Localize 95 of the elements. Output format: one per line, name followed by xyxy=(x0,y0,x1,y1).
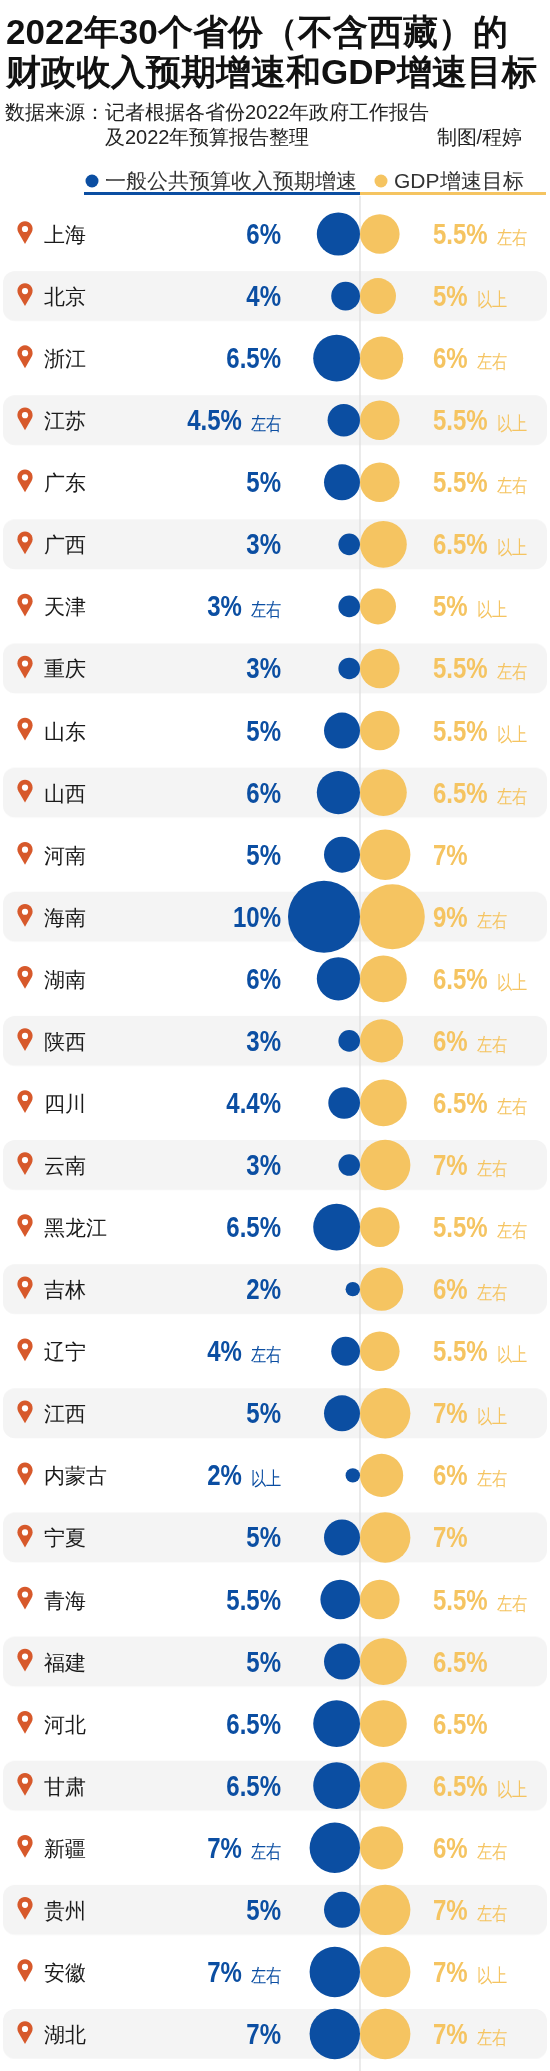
text: 7% xyxy=(433,837,468,872)
category-label: 浙江 xyxy=(44,347,86,371)
category-label: 新疆 xyxy=(44,1836,86,1860)
text: 6% xyxy=(246,775,281,810)
text: 7% 左右 xyxy=(207,1830,281,1865)
category-label: 海南 xyxy=(44,905,86,929)
text: 7% xyxy=(246,2016,281,2051)
title: 2022年30个省份（不含西藏）的财政收入预期增速和GDP增速目标 xyxy=(6,12,537,91)
category-label: 山西 xyxy=(44,781,86,805)
category-label: 四川 xyxy=(44,1091,86,1115)
text: 10% xyxy=(232,899,281,934)
category-label: 江西 xyxy=(44,1402,86,1426)
text: 5% xyxy=(246,1892,281,1927)
text: 6.5% 以上 xyxy=(433,961,527,996)
text: 5% xyxy=(246,712,281,748)
text: 5.5% 以上 xyxy=(433,712,527,748)
category-label: 吉林 xyxy=(44,1278,86,1302)
text: 7% 左右 xyxy=(433,1892,507,1927)
text: 6% 左右 xyxy=(433,1271,507,1306)
text: 6% 左右 xyxy=(433,1830,507,1865)
category-label: 湖南 xyxy=(44,967,86,991)
text: 5% xyxy=(246,1643,281,1679)
category-label: 湖北 xyxy=(44,2023,86,2046)
text: 5% 以上 xyxy=(433,588,507,624)
text: 9% 左右 xyxy=(433,899,507,934)
category-label: 宁夏 xyxy=(44,1526,86,1550)
text: 6% 左右 xyxy=(433,340,507,375)
category-label: 黑龙江 xyxy=(44,1216,107,1240)
category-label: 天津 xyxy=(44,595,86,619)
text: 4% xyxy=(246,278,281,313)
text: 7% 左右 xyxy=(433,1147,507,1182)
category-label: 江苏 xyxy=(44,409,86,433)
text: 7% xyxy=(433,1519,468,1555)
text: 4% 左右 xyxy=(207,1333,281,1368)
text: 3% xyxy=(246,1147,281,1182)
category-label: 河北 xyxy=(44,1712,86,1736)
category-label: 甘肃 xyxy=(44,1774,86,1798)
text: 5.5% 左右 xyxy=(433,1209,527,1244)
text: 4.4% xyxy=(226,1085,281,1120)
text: 6.5% 以上 xyxy=(433,526,527,561)
text: 7% 以上 xyxy=(433,1395,507,1430)
text: 7% 左右 xyxy=(433,2016,507,2051)
text: 3% 左右 xyxy=(207,588,281,624)
text: 5.5% xyxy=(226,1581,281,1617)
text: 5% xyxy=(246,837,281,872)
text: 6.5% 左右 xyxy=(433,1085,527,1120)
text: 6% 左右 xyxy=(433,1457,507,1493)
text: 5% xyxy=(246,1519,281,1555)
text: 4.5% 左右 xyxy=(187,402,281,437)
text: 2% 以上 xyxy=(207,1457,281,1493)
text: 6.5% xyxy=(226,340,281,375)
text: 5.5% 以上 xyxy=(433,1333,527,1368)
legend-label: GDP增速目标 xyxy=(394,169,524,192)
text: 6.5% xyxy=(226,1768,281,1803)
category-label: 北京 xyxy=(44,285,86,309)
text: 5.5% 以上 xyxy=(433,402,527,437)
category-label: 上海 xyxy=(44,223,86,246)
text: 5.5% 左右 xyxy=(433,216,527,251)
text: 6.5% xyxy=(226,1209,281,1244)
category-label: 青海 xyxy=(44,1588,86,1612)
category-label: 内蒙古 xyxy=(44,1464,107,1488)
category-label: 山东 xyxy=(44,719,86,743)
text: 7% 以上 xyxy=(433,1954,507,1989)
text: 6.5% xyxy=(433,1706,488,1741)
text: 5% 以上 xyxy=(433,278,507,313)
text: 2% xyxy=(246,1271,281,1306)
text: 5.5% 左右 xyxy=(433,1581,527,1617)
text: 6.5% xyxy=(226,1706,281,1741)
category-label: 福建 xyxy=(44,1650,86,1674)
category-label: 云南 xyxy=(44,1154,86,1178)
text: 6% xyxy=(246,216,281,251)
text: 3% xyxy=(246,650,281,686)
text: 6% xyxy=(246,961,281,996)
legend-label: 一般公共预算收入预期增速 xyxy=(105,169,357,192)
category-label: 广东 xyxy=(44,471,86,495)
text: 5% xyxy=(246,1395,281,1430)
category-label: 安徽 xyxy=(44,1960,86,1984)
text: 5.5% 左右 xyxy=(433,464,527,499)
category-label: 广西 xyxy=(44,533,86,557)
category-label: 河南 xyxy=(44,843,86,867)
text: 3% xyxy=(246,1023,281,1058)
text: 3% xyxy=(246,526,281,561)
text: 5% xyxy=(246,464,281,499)
annotation: 制图/程婷 xyxy=(436,126,523,148)
text: 6.5% 左右 xyxy=(433,775,527,810)
category-label: 陕西 xyxy=(44,1029,86,1053)
text: 6% 左右 xyxy=(433,1023,507,1058)
category-label: 贵州 xyxy=(44,1898,86,1922)
category-label: 重庆 xyxy=(44,657,86,681)
category-label: 辽宁 xyxy=(44,1340,86,1364)
annotation: 数据来源：记者根据各省份2022年政府工作报告及2022年预算报告整理 xyxy=(5,101,430,148)
text: 6.5% 以上 xyxy=(433,1768,527,1803)
text: 6.5% xyxy=(433,1643,488,1679)
text: 7% 左右 xyxy=(207,1954,281,1989)
text: 5.5% 左右 xyxy=(433,650,527,686)
